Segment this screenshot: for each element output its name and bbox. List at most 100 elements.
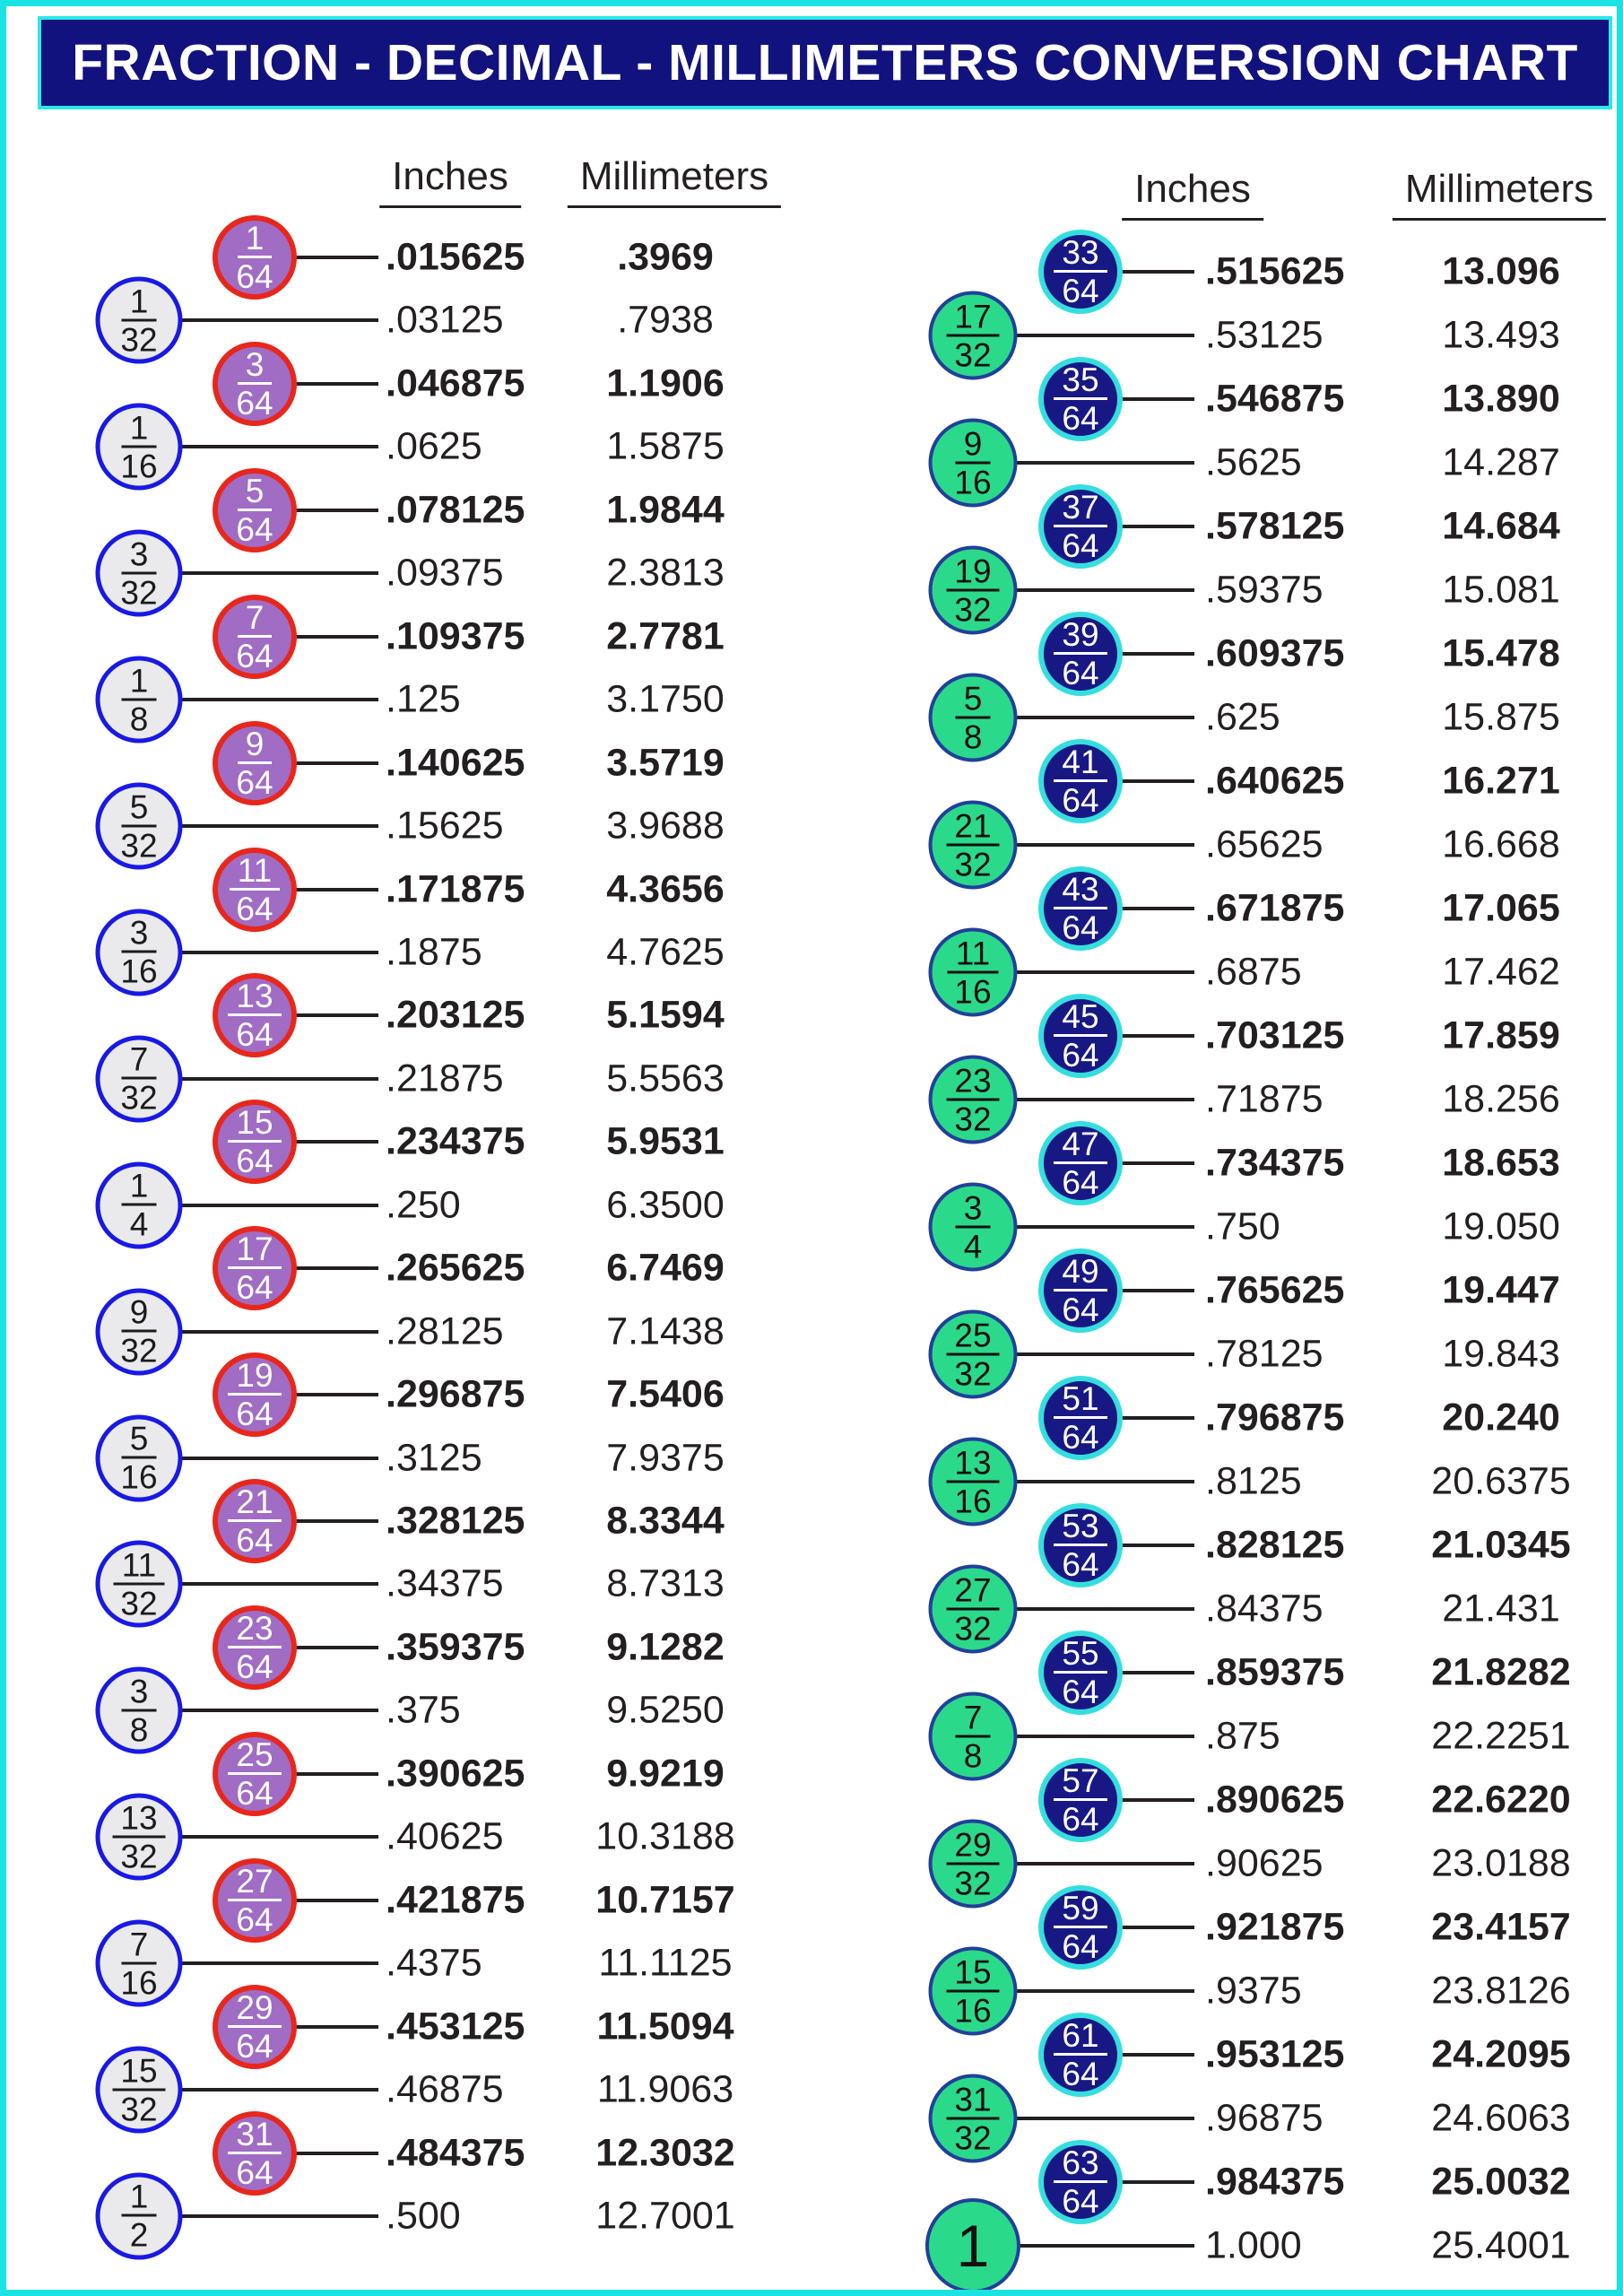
fraction-bubble: 45 64	[1038, 994, 1123, 1078]
connector-line	[294, 634, 378, 639]
fraction-denominator: 64	[1062, 400, 1099, 437]
fraction-denominator: 32	[120, 1838, 158, 1875]
fraction-numerator: 41	[1054, 745, 1107, 782]
millimeters-value: 25.4001	[1431, 2223, 1571, 2267]
fraction-bubble: 21 32	[928, 800, 1018, 890]
inches-value: .640625	[1205, 759, 1345, 803]
connector-line	[1120, 652, 1194, 656]
fraction-numerator: 45	[1054, 1000, 1107, 1037]
inches-value: .750	[1205, 1205, 1280, 1248]
inches-value: .453125	[386, 2005, 525, 2048]
fraction-bubble: 15 64	[213, 1100, 297, 1185]
millimeters-value: 23.4157	[1431, 1905, 1571, 1949]
inches-value: .125	[386, 677, 461, 721]
fraction-bubble: 55 64	[1038, 1631, 1123, 1715]
fraction-bubble: 19 32	[928, 545, 1018, 635]
fraction-denominator: 64	[236, 1774, 273, 1812]
inches-value: .046875	[386, 361, 525, 405]
fraction-numerator: 17	[228, 1232, 282, 1270]
millimeters-value: 20.240	[1442, 1396, 1560, 1439]
fraction-bubble: 27 64	[213, 1857, 297, 1943]
millimeters-header-left: Millimeters	[567, 154, 782, 208]
fraction-numerator: 3	[121, 537, 157, 575]
connector-line	[294, 1771, 378, 1776]
connector-line	[1014, 1862, 1194, 1866]
fraction-denominator: 64	[1062, 527, 1099, 564]
fraction-numerator: 9	[121, 1296, 157, 1333]
fraction-bubble: 59 64	[1038, 1885, 1123, 1970]
inches-value: .359375	[386, 1625, 525, 1669]
connector-line	[179, 1709, 378, 1713]
millimeters-value: 14.684	[1442, 504, 1560, 548]
fraction-denominator: 64	[1062, 273, 1099, 309]
fraction-denominator: 64	[1062, 1546, 1099, 1583]
fraction-denominator: 32	[120, 2091, 158, 2128]
connector-line	[179, 2088, 378, 2092]
fraction-denominator: 16	[954, 973, 992, 1010]
millimeters-value: 11.5094	[596, 2005, 734, 2048]
fraction-bubble: 47 64	[1038, 1121, 1123, 1205]
fraction-bubble: 23 64	[213, 1605, 297, 1690]
connector-line	[1014, 716, 1194, 719]
inches-value: .953125	[1205, 2032, 1345, 2076]
millimeters-value: 13.890	[1442, 377, 1560, 421]
fraction-numerator: 13	[946, 1446, 1000, 1483]
fraction-denominator: 32	[954, 1865, 992, 1901]
inches-value: .71875	[1205, 1077, 1324, 1121]
inches-value: .28125	[386, 1309, 504, 1353]
fraction-bubble: 5 64	[213, 467, 297, 552]
inches-value: .40625	[386, 1814, 504, 1858]
fraction-denominator: 16	[120, 448, 158, 485]
connector-line	[1120, 1289, 1194, 1292]
millimeters-value: 11.1125	[598, 1941, 733, 1985]
fraction-numerator: 53	[1054, 1509, 1107, 1546]
fraction-bubble: 11 16	[928, 927, 1018, 1017]
inches-value: .234375	[386, 1119, 525, 1163]
fraction-numerator: 63	[1054, 2146, 1107, 2183]
fraction-numerator: 15	[112, 2054, 166, 2092]
fraction-numerator: 11	[229, 854, 281, 891]
millimeters-value: 15.081	[1442, 568, 1560, 612]
fraction-numerator: 7	[121, 1043, 157, 1080]
millimeters-value: 16.271	[1442, 759, 1560, 803]
connector-line	[1120, 270, 1194, 274]
millimeters-value: 12.7001	[595, 2194, 735, 2238]
inches-value: .734375	[1205, 1141, 1345, 1185]
inches-value: .500	[386, 2194, 461, 2238]
fraction-bubble: 27 32	[928, 1564, 1018, 1654]
fraction-numerator: 9	[955, 427, 991, 464]
fraction-numerator: 3	[121, 1674, 157, 1712]
connector-line	[179, 1203, 378, 1207]
fraction-bubble: 43 64	[1038, 866, 1123, 951]
inches-value: .21875	[386, 1057, 504, 1100]
fraction-denominator: 32	[954, 846, 992, 883]
connector-line	[1120, 1034, 1194, 1038]
fraction-denominator: 32	[120, 1079, 158, 1117]
connector-line	[179, 1076, 378, 1081]
millimeters-value: 13.493	[1442, 313, 1560, 357]
millimeters-value: 3.5719	[606, 741, 725, 785]
fraction-bubble: 13 32	[95, 1793, 183, 1881]
connector-line	[294, 1898, 378, 1902]
fraction-numerator: 33	[1054, 236, 1107, 273]
fraction-bubble: 41 64	[1038, 739, 1123, 823]
connector-line	[294, 887, 378, 891]
fraction-denominator: 64	[236, 1648, 273, 1685]
fraction-numerator: 1	[121, 1170, 157, 1206]
fraction-denominator: 64	[236, 763, 273, 801]
fraction-numerator: 21	[946, 809, 1000, 846]
fraction-numerator: 29	[946, 1828, 1000, 1865]
fraction-denominator: 64	[1062, 1674, 1099, 1710]
inches-header-left: Inches	[379, 154, 521, 208]
fraction-denominator: 64	[236, 510, 273, 548]
connector-line	[294, 1393, 378, 1397]
connector-line	[294, 1266, 378, 1271]
fraction-denominator: 64	[1062, 655, 1099, 691]
connector-line	[1120, 1926, 1194, 1929]
fraction-denominator: 64	[236, 1522, 273, 1559]
inches-value: .390625	[386, 1752, 525, 1796]
inches-value: .984375	[1205, 2160, 1345, 2204]
fraction-denominator: 64	[1062, 2183, 1099, 2220]
inches-value: .875	[1205, 1714, 1280, 1758]
connector-line	[1120, 1671, 1194, 1674]
